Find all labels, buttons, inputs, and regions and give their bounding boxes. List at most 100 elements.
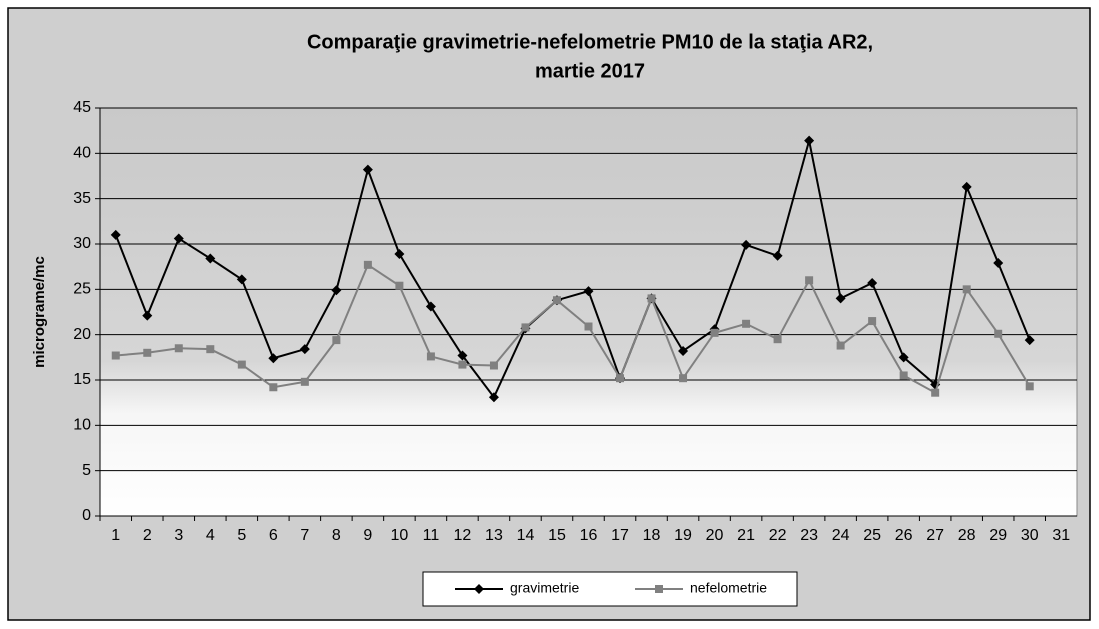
data-point <box>425 301 436 312</box>
data-point <box>110 229 121 240</box>
x-tick-label: 31 <box>1052 527 1070 544</box>
x-tick-label: 5 <box>237 527 246 544</box>
data-point <box>237 360 246 369</box>
x-tick-label: 23 <box>800 527 818 544</box>
legend-marker <box>474 584 484 594</box>
x-tick-label: 18 <box>643 527 661 544</box>
x-tick-label: 26 <box>895 527 913 544</box>
data-point <box>362 164 373 175</box>
legend-label: nefelometrie <box>690 580 767 596</box>
y-tick-label: 15 <box>73 371 91 388</box>
series-line <box>114 140 1031 400</box>
x-tick-label: 16 <box>580 527 598 544</box>
data-point <box>616 374 625 383</box>
data-point <box>678 345 689 356</box>
data-point <box>205 253 216 264</box>
y-tick-label: 35 <box>73 190 91 207</box>
x-tick-label: 15 <box>548 527 566 544</box>
data-point <box>710 328 719 337</box>
data-point <box>332 336 341 345</box>
data-point <box>143 348 152 357</box>
x-tick-label: 20 <box>706 527 724 544</box>
data-point <box>805 276 814 285</box>
x-tick-label: 14 <box>517 527 535 544</box>
data-point <box>931 388 940 397</box>
data-point <box>236 274 247 285</box>
data-point <box>488 392 499 403</box>
y-tick-label: 0 <box>82 507 91 524</box>
data-point <box>647 294 656 303</box>
x-tick-label: 28 <box>958 527 976 544</box>
chart-title: martie 2017 <box>535 60 645 82</box>
chart-title: Comparaţie gravimetrie-nefelometrie PM10… <box>307 31 873 53</box>
y-tick-label: 10 <box>73 417 91 434</box>
x-tick-label: 7 <box>300 527 309 544</box>
data-point <box>773 335 782 344</box>
data-point <box>174 344 183 353</box>
data-point <box>804 135 815 146</box>
data-point <box>458 360 467 369</box>
x-tick-label: 6 <box>269 527 278 544</box>
data-point <box>552 296 561 305</box>
y-tick-label: 40 <box>73 145 91 162</box>
series-line <box>115 263 1031 395</box>
data-point <box>994 329 1003 338</box>
x-tick-label: 13 <box>485 527 503 544</box>
x-tick-label: 1 <box>111 527 120 544</box>
data-point <box>679 374 688 383</box>
x-tick-label: 11 <box>423 527 440 544</box>
x-tick-label: 19 <box>674 527 692 544</box>
data-point <box>898 352 909 363</box>
x-tick-label: 12 <box>454 527 472 544</box>
x-tick-label: 10 <box>391 527 409 544</box>
y-tick-label: 20 <box>73 326 91 343</box>
data-point <box>300 377 309 386</box>
y-tick-label: 30 <box>73 235 91 252</box>
data-point <box>363 260 372 269</box>
data-point <box>867 277 878 288</box>
x-tick-label: 24 <box>832 527 850 544</box>
data-point <box>426 352 435 361</box>
data-point <box>868 317 877 326</box>
data-point <box>269 383 278 392</box>
x-tick-label: 21 <box>737 527 755 544</box>
data-point <box>583 286 594 297</box>
data-point <box>772 250 783 261</box>
y-axis-label: micrograme/mc <box>31 256 48 368</box>
data-point <box>489 361 498 370</box>
x-tick-label: 25 <box>863 527 881 544</box>
data-point <box>521 323 530 332</box>
data-point <box>835 293 846 304</box>
data-point <box>742 319 751 328</box>
data-point <box>268 353 279 364</box>
data-point <box>584 322 593 331</box>
legend-marker <box>655 585 663 593</box>
x-tick-label: 8 <box>332 527 341 544</box>
plot-area <box>99 107 1078 517</box>
data-point <box>299 344 310 355</box>
x-tick-label: 3 <box>174 527 183 544</box>
data-point <box>395 281 404 290</box>
x-tick-label: 4 <box>206 527 215 544</box>
data-point <box>836 341 845 350</box>
x-tick-label: 9 <box>363 527 372 544</box>
x-tick-label: 27 <box>926 527 944 544</box>
data-point <box>457 350 468 361</box>
data-point <box>1025 382 1034 391</box>
x-tick-label: 2 <box>143 527 152 544</box>
data-point <box>962 285 971 294</box>
data-point <box>173 233 184 244</box>
x-tick-label: 30 <box>1021 527 1039 544</box>
x-tick-label: 29 <box>989 527 1007 544</box>
legend-label: gravimetrie <box>510 580 579 596</box>
data-point <box>961 181 972 192</box>
x-tick-label: 17 <box>611 527 629 544</box>
data-point <box>111 351 120 360</box>
data-point <box>142 310 153 321</box>
data-point <box>331 285 342 296</box>
data-point <box>993 258 1004 269</box>
y-tick-label: 45 <box>73 99 91 116</box>
data-point <box>741 239 752 250</box>
x-tick-label: 22 <box>769 527 787 544</box>
